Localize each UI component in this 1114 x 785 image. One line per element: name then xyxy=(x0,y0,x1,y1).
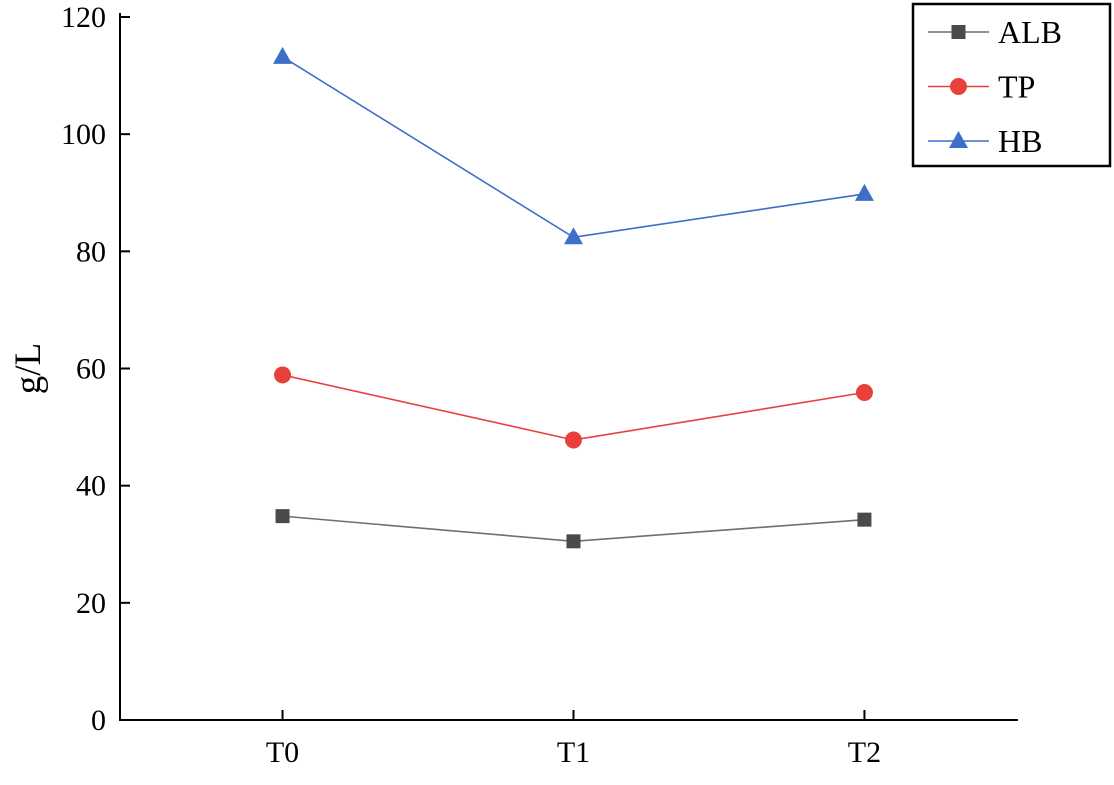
series-marker-HB xyxy=(854,183,874,201)
series-marker-ALB xyxy=(566,534,581,549)
legend-label-TP: TP xyxy=(998,69,1035,105)
series-marker-HB xyxy=(273,46,293,64)
legend-box xyxy=(911,2,1112,168)
y-tick-label: 60 xyxy=(76,353,106,386)
series-marker-TP xyxy=(855,384,873,402)
y-tick-label: 120 xyxy=(61,1,106,34)
y-tick-label: 0 xyxy=(91,704,106,737)
series-line-HB xyxy=(282,56,865,239)
legend-label-ALB: ALB xyxy=(998,14,1062,50)
series-marker-TP xyxy=(274,366,292,384)
y-tick-label: 20 xyxy=(76,587,106,620)
y-axis-title: g/L xyxy=(8,343,49,394)
x-tick-label: T1 xyxy=(557,736,590,769)
legend-marker-TP xyxy=(950,78,967,95)
legend-label-HB: HB xyxy=(998,123,1042,159)
series-marker-ALB xyxy=(275,509,290,524)
series-marker-HB xyxy=(563,227,583,245)
series-marker-TP xyxy=(564,431,582,449)
y-tick-label: 40 xyxy=(76,470,106,503)
series-line-TP xyxy=(282,374,865,441)
legend-marker-HB xyxy=(949,131,968,148)
x-tick-label: T0 xyxy=(266,736,299,769)
x-tick-label: T2 xyxy=(848,736,881,769)
legend-marker-ALB xyxy=(951,25,966,39)
y-tick-label: 100 xyxy=(61,118,106,151)
y-tick-label: 80 xyxy=(76,235,106,268)
series-marker-ALB xyxy=(857,512,872,527)
